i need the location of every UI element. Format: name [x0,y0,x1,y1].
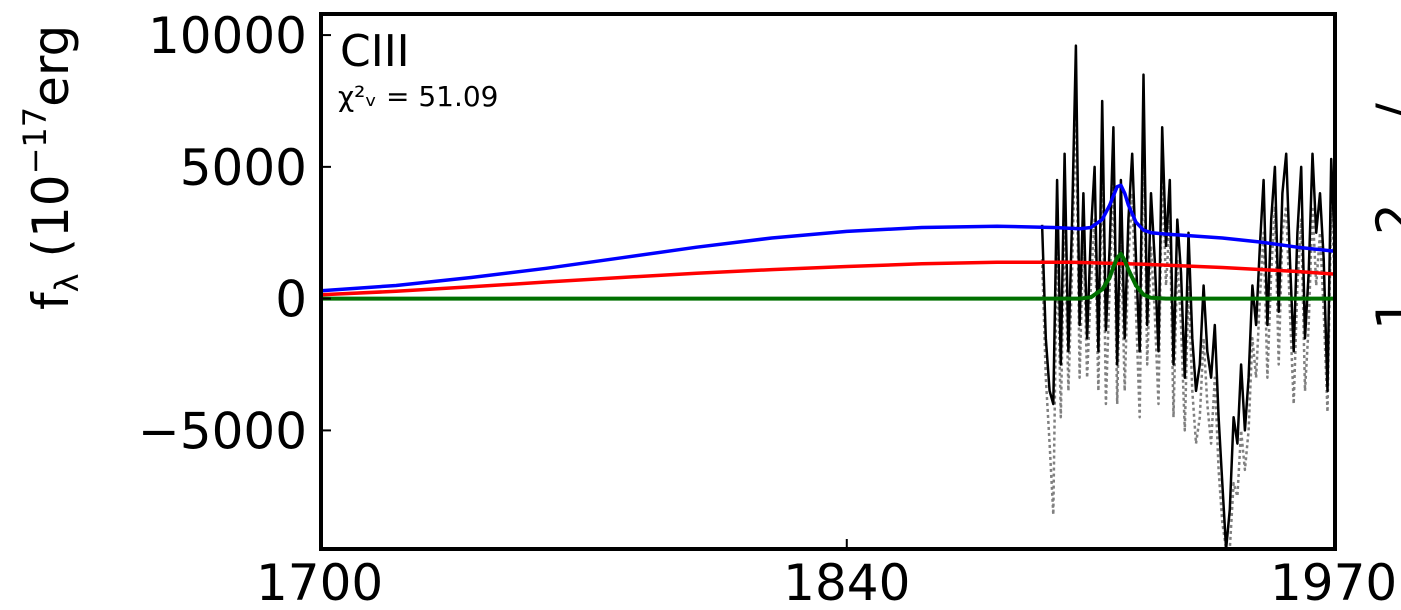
series-line-continuum [321,260,1335,297]
y-axis-label-paren: (10 [22,174,80,273]
x-tick-label: 1970 [1270,554,1397,610]
series-line-data [1040,44,1335,549]
panel-label: CIII [340,26,410,77]
right-edge-glyph: 1 [1366,298,1401,330]
right-edge-glyphs: / 2 1 [1366,103,1401,330]
y-axis-label-unit: erg [22,25,80,107]
series-line-error [1040,99,1335,549]
plot-frame [319,12,1337,551]
y-tick-label: 0 [275,271,307,329]
y-axis-label: fλ (10−17erg [16,25,86,310]
x-tick-label: 1840 [783,554,910,610]
chi-squared-label: χ²ᵥ = 51.09 [338,80,499,113]
y-tick-label: 5000 [180,139,307,197]
y-tick-label: −5000 [138,402,307,460]
series-layer [321,44,1335,549]
y-axis-label-superscript: −17 [16,107,54,175]
series-line-line-component [321,251,1335,301]
right-edge-glyph: 2 [1366,203,1401,235]
y-axis-label-f: f [22,291,80,310]
ticks-layer: 10000 5000 0 −5000 1700 1840 1970 [138,7,1397,610]
right-edge-glyph: / [1366,103,1401,120]
series-line-total-model [321,183,1335,293]
y-axis-label-subscript: λ [48,273,86,292]
y-tick-label: 10000 [148,7,307,65]
x-tick-label: 1700 [256,554,383,610]
